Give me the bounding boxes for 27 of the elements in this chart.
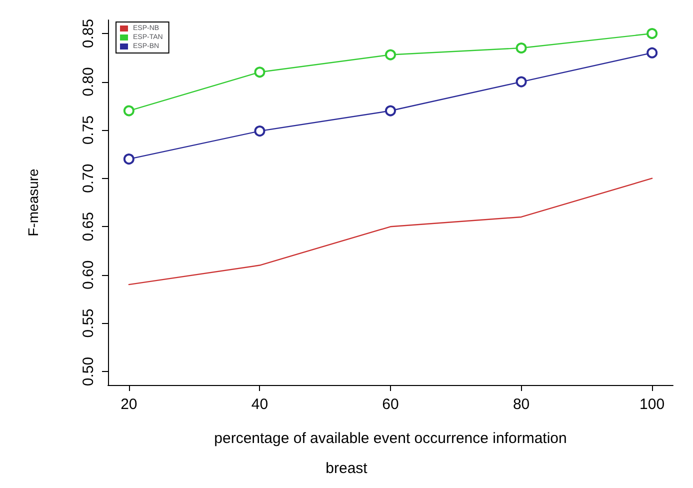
point [123, 105, 134, 116]
point [123, 154, 134, 165]
y-tick-label: 0.60 [80, 260, 97, 290]
x-tick-label: 40 [251, 396, 268, 413]
y-tick-label: 0.75 [80, 115, 97, 145]
x-tick-label: 20 [120, 396, 138, 413]
point [254, 66, 266, 78]
point [516, 76, 527, 88]
point [385, 105, 396, 116]
point [646, 28, 658, 40]
point [254, 126, 266, 137]
point [646, 47, 658, 58]
y-tick-label: 0.80 [80, 67, 97, 96]
point [516, 42, 527, 54]
y-tick-label: 0.50 [80, 356, 97, 386]
y-axis-title: F-measure [25, 168, 41, 236]
text: breast [326, 460, 368, 477]
line-series [128, 178, 653, 286]
y-tick-label: 0.65 [80, 212, 97, 242]
y-tick-label: 0.85 [80, 18, 97, 48]
x-tick-label: 80 [512, 396, 530, 413]
x-axis-title: percentage of available event occurrence information [214, 430, 567, 447]
y-tick-label: 0.55 [80, 308, 97, 338]
point [385, 49, 396, 60]
y-tick-label: 0.70 [80, 164, 97, 193]
x-tick-label: 100 [640, 396, 665, 413]
x-tick-label: 60 [382, 396, 399, 413]
